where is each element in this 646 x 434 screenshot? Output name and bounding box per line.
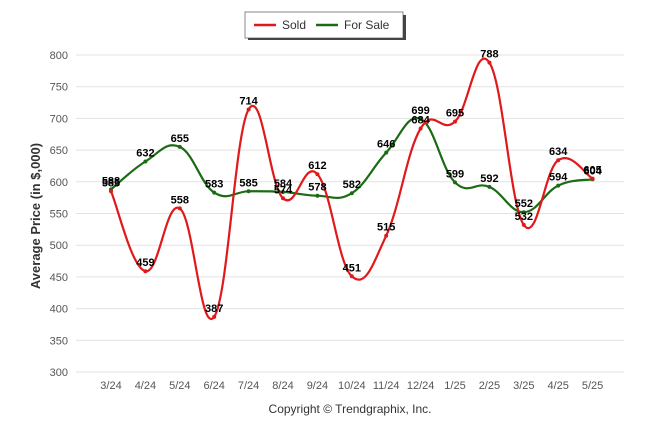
data-label-for-sale: 582 bbox=[343, 179, 361, 191]
data-label-sold: 695 bbox=[446, 108, 464, 120]
data-point-sold bbox=[556, 158, 561, 163]
data-label-sold: 684 bbox=[411, 115, 430, 127]
data-label-sold: 714 bbox=[239, 96, 258, 108]
legend-shadow-bottom bbox=[248, 38, 406, 40]
y-axis-title: Average Price (in $,000) bbox=[28, 143, 43, 289]
x-tick-label: 11/24 bbox=[373, 380, 400, 392]
y-tick-label: 650 bbox=[50, 145, 68, 157]
data-point-for-sale bbox=[556, 183, 561, 188]
data-point-for-sale bbox=[212, 190, 217, 195]
y-tick-label: 750 bbox=[50, 82, 68, 94]
y-axis-ticks: 300 350 400 450 500 550 600 650 700 750 800 bbox=[50, 50, 68, 379]
data-point-sold bbox=[590, 176, 595, 181]
data-label-for-sale: 583 bbox=[205, 179, 223, 191]
data-label-sold: 634 bbox=[549, 146, 568, 158]
data-point-for-sale bbox=[315, 193, 320, 198]
data-point-sold bbox=[109, 189, 113, 194]
data-label-sold: 605 bbox=[583, 165, 601, 177]
data-point-sold bbox=[246, 107, 251, 112]
y-tick-label: 400 bbox=[50, 304, 68, 316]
legend-shadow bbox=[403, 15, 406, 40]
x-tick-label: 6/24 bbox=[203, 380, 224, 392]
data-label-sold: 459 bbox=[136, 257, 154, 269]
data-point-for-sale bbox=[349, 191, 354, 196]
x-tick-label: 10/24 bbox=[338, 380, 366, 392]
data-point-for-sale bbox=[177, 144, 182, 149]
data-label-for-sale: 552 bbox=[515, 198, 533, 210]
series bbox=[109, 57, 595, 321]
series-line-sold bbox=[109, 57, 594, 321]
data-label-for-sale: 632 bbox=[136, 148, 154, 160]
data-point-sold bbox=[384, 233, 389, 238]
legend-label-sold: Sold bbox=[282, 18, 306, 32]
data-point-sold bbox=[487, 60, 492, 65]
data-label-for-sale: 604 bbox=[583, 165, 602, 177]
data-label-sold: 558 bbox=[171, 194, 189, 206]
data-label-for-sale: 646 bbox=[377, 139, 395, 151]
x-tick-label: 5/25 bbox=[582, 380, 603, 392]
y-tick-label: 800 bbox=[50, 50, 68, 62]
x-tick-label: 1/25 bbox=[444, 380, 465, 392]
data-label-for-sale: 592 bbox=[480, 173, 498, 185]
data-label-sold: 585 bbox=[102, 177, 120, 189]
data-point-for-sale bbox=[281, 189, 285, 194]
data-label-sold: 574 bbox=[274, 184, 293, 196]
y-tick-label: 300 bbox=[50, 367, 68, 379]
y-tick-label: 600 bbox=[50, 177, 68, 189]
data-label-sold: 515 bbox=[377, 222, 395, 234]
data-label-sold: 387 bbox=[205, 303, 223, 315]
data-point-for-sale bbox=[143, 159, 148, 164]
data-point-sold bbox=[521, 222, 526, 227]
x-tick-label: 8/24 bbox=[272, 380, 293, 392]
data-label-for-sale: 599 bbox=[446, 168, 464, 180]
data-label-sold: 532 bbox=[515, 211, 533, 223]
data-labels: 585 459 558 387 714 574 612 451 515 684 695 788 532 6… bbox=[102, 49, 603, 315]
data-point-for-sale bbox=[418, 117, 423, 122]
data-label-for-sale: 584 bbox=[274, 178, 293, 190]
legend: Sold For Sale bbox=[244, 11, 406, 40]
x-tick-label: 4/25 bbox=[547, 380, 568, 392]
data-point-sold bbox=[453, 119, 457, 124]
data-point-sold bbox=[315, 172, 320, 177]
data-point-for-sale bbox=[384, 150, 389, 155]
data-point-sold bbox=[349, 274, 354, 279]
data-label-for-sale: 585 bbox=[239, 177, 257, 189]
x-tick-label: 4/24 bbox=[135, 380, 156, 392]
data-point-sold bbox=[281, 196, 285, 201]
x-tick-label: 7/24 bbox=[238, 380, 259, 392]
y-tick-label: 350 bbox=[50, 335, 68, 347]
y-tick-label: 550 bbox=[50, 209, 68, 221]
data-point-sold bbox=[177, 206, 182, 211]
data-point-for-sale bbox=[246, 189, 251, 194]
data-label-for-sale: 655 bbox=[171, 133, 189, 145]
data-label-for-sale: 699 bbox=[411, 105, 429, 117]
data-point-for-sale bbox=[453, 180, 457, 185]
x-tick-label: 2/25 bbox=[479, 380, 500, 392]
data-point-sold bbox=[212, 314, 217, 319]
x-tick-label: 3/25 bbox=[513, 380, 534, 392]
data-label-for-sale: 588 bbox=[102, 175, 120, 187]
copyright-footer: Copyright © Trendgraphix, Inc. bbox=[269, 402, 432, 416]
data-label-for-sale: 578 bbox=[308, 182, 326, 194]
legend-label-for-sale: For Sale bbox=[344, 18, 390, 32]
data-label-sold: 788 bbox=[480, 49, 498, 61]
data-point-sold bbox=[418, 126, 423, 131]
grid bbox=[76, 54, 624, 373]
y-tick-label: 700 bbox=[50, 113, 68, 125]
x-tick-label: 9/24 bbox=[307, 380, 328, 392]
x-tick-label: 5/24 bbox=[169, 380, 190, 392]
data-point-sold bbox=[143, 269, 148, 274]
data-point-for-sale bbox=[487, 184, 492, 189]
data-label-sold: 612 bbox=[308, 160, 326, 172]
x-axis-ticks: 3/24 4/24 5/24 6/24 7/24 8/24 9/24 10/24 11/24 12… bbox=[100, 380, 603, 392]
data-label-sold: 451 bbox=[343, 262, 361, 274]
data-label-for-sale: 594 bbox=[549, 172, 568, 184]
x-tick-label: 12/24 bbox=[407, 380, 435, 392]
y-tick-label: 500 bbox=[50, 240, 68, 252]
data-point-for-sale bbox=[521, 210, 526, 215]
y-tick-label: 450 bbox=[50, 272, 68, 284]
x-tick-label: 3/24 bbox=[100, 380, 121, 392]
